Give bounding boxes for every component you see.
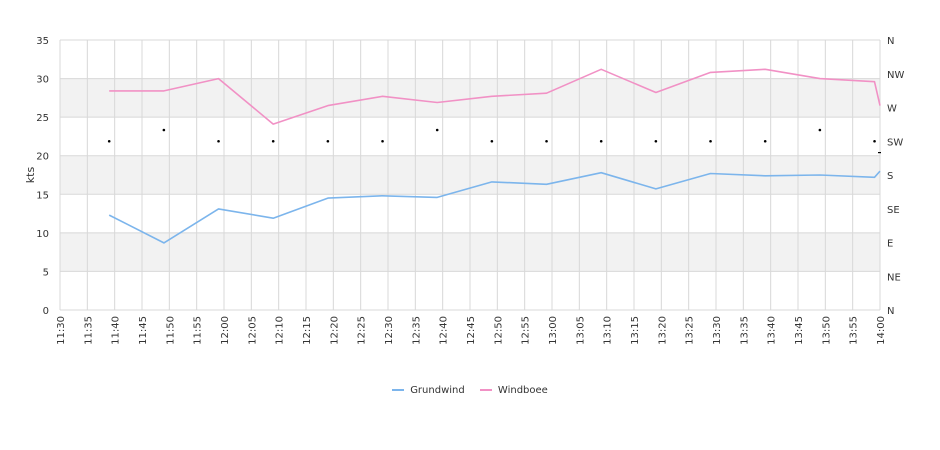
x-tick-label: 12:35 [411,316,422,345]
direction-tick-label: SE [887,205,900,216]
x-tick-label: 11:35 [83,316,94,345]
x-tick-label: 12:45 [466,316,477,345]
y-tick-label: 5 [43,267,49,278]
vertical-grid [59,40,881,310]
y-tick-label: 30 [36,75,49,86]
x-tick-label: 12:15 [302,316,313,345]
x-tick-label: 11:30 [56,316,67,345]
legend-label-grundwind: Grundwind [410,385,465,396]
x-tick-label: 12:55 [521,316,532,345]
x-tick-label: 13:15 [630,316,641,345]
legend-swatch-windboee [479,389,492,391]
direction-tick-label: SW [887,137,903,148]
direction-marker [599,139,603,143]
legend-swatch-grundwind [392,389,405,391]
x-tick-label: 12:40 [439,316,450,345]
direction-marker [162,128,166,132]
direction-tick-label: N [887,306,894,317]
x-tick-label: 13:55 [849,316,860,345]
x-tick-label: 14:00 [876,316,887,345]
direction-tick-label: S [887,171,893,182]
y-axis-label: kts [24,167,37,184]
x-tick-label: 11:50 [165,316,176,345]
x-tick-label: 13:45 [794,316,805,345]
x-tick-label: 13:20 [657,316,668,345]
direction-marker [381,139,384,143]
direction-marker [326,139,330,143]
direction-marker [107,139,111,143]
x-axis-ticks: 11:30 11:35 11:40 11:45 11:50 11:55 12:00 12:05… [56,316,887,345]
x-tick-label: 12:05 [247,316,258,345]
direction-marker [654,139,658,143]
x-tick-label: 12:25 [357,316,368,345]
series-lines [108,68,881,244]
direction-marker [545,139,548,143]
x-tick-label: 13:40 [767,316,778,345]
direction-tick-label: N [887,36,894,47]
direction-tick-label: E [887,239,893,250]
series-line-grundwind [108,170,881,244]
y-tick-label: 20 [36,152,49,163]
x-tick-label: 13:05 [575,316,586,345]
y-tick-label: 15 [36,190,49,201]
x-tick-label: 11:40 [111,316,122,345]
horizontal-grid [60,39,880,311]
direction-tick-label: NE [887,272,901,283]
y-tick-label: 0 [43,306,49,317]
x-tick-label: 12:50 [493,316,504,345]
direction-axis-ticks: N NE E SE S SW W NW N [887,36,904,317]
direction-marker [490,139,494,143]
x-tick-label: 13:00 [548,316,559,345]
direction-tick-label: NW [887,70,904,81]
direction-marker [435,128,439,132]
direction-marker [217,139,220,143]
x-tick-label: 12:20 [329,316,340,345]
x-tick-label: 12:00 [220,316,231,345]
series-line-windboee [109,68,881,125]
x-tick-label: 12:10 [275,316,286,345]
legend-label-windboee: Windboee [497,385,548,396]
x-tick-label: 11:45 [138,316,149,345]
x-tick-label: 13:10 [603,316,614,345]
x-tick-label: 13:30 [712,316,723,345]
x-tick-label: 13:25 [685,316,696,345]
x-tick-label: 13:35 [739,316,750,345]
y-tick-label: 35 [36,36,49,47]
direction-marker [873,139,876,143]
direction-marker [818,128,822,132]
y-axis-ticks: 0 5 10 15 20 25 30 35 [36,36,49,317]
direction-markers [107,128,881,154]
direction-tick-label: W [887,104,897,115]
direction-marker [763,139,767,143]
legend-item-windboee[interactable]: Windboee [479,385,548,396]
legend-item-grundwind[interactable]: Grundwind [392,385,465,396]
x-tick-label: 11:55 [193,316,204,345]
direction-marker [271,139,275,143]
y-tick-label: 10 [36,229,49,240]
direction-marker [878,152,881,154]
x-tick-label: 13:50 [821,316,832,345]
direction-marker [709,139,712,143]
legend: Grundwind Windboee [0,385,940,396]
y-tick-label: 25 [36,113,49,124]
x-tick-label: 12:30 [384,316,395,345]
